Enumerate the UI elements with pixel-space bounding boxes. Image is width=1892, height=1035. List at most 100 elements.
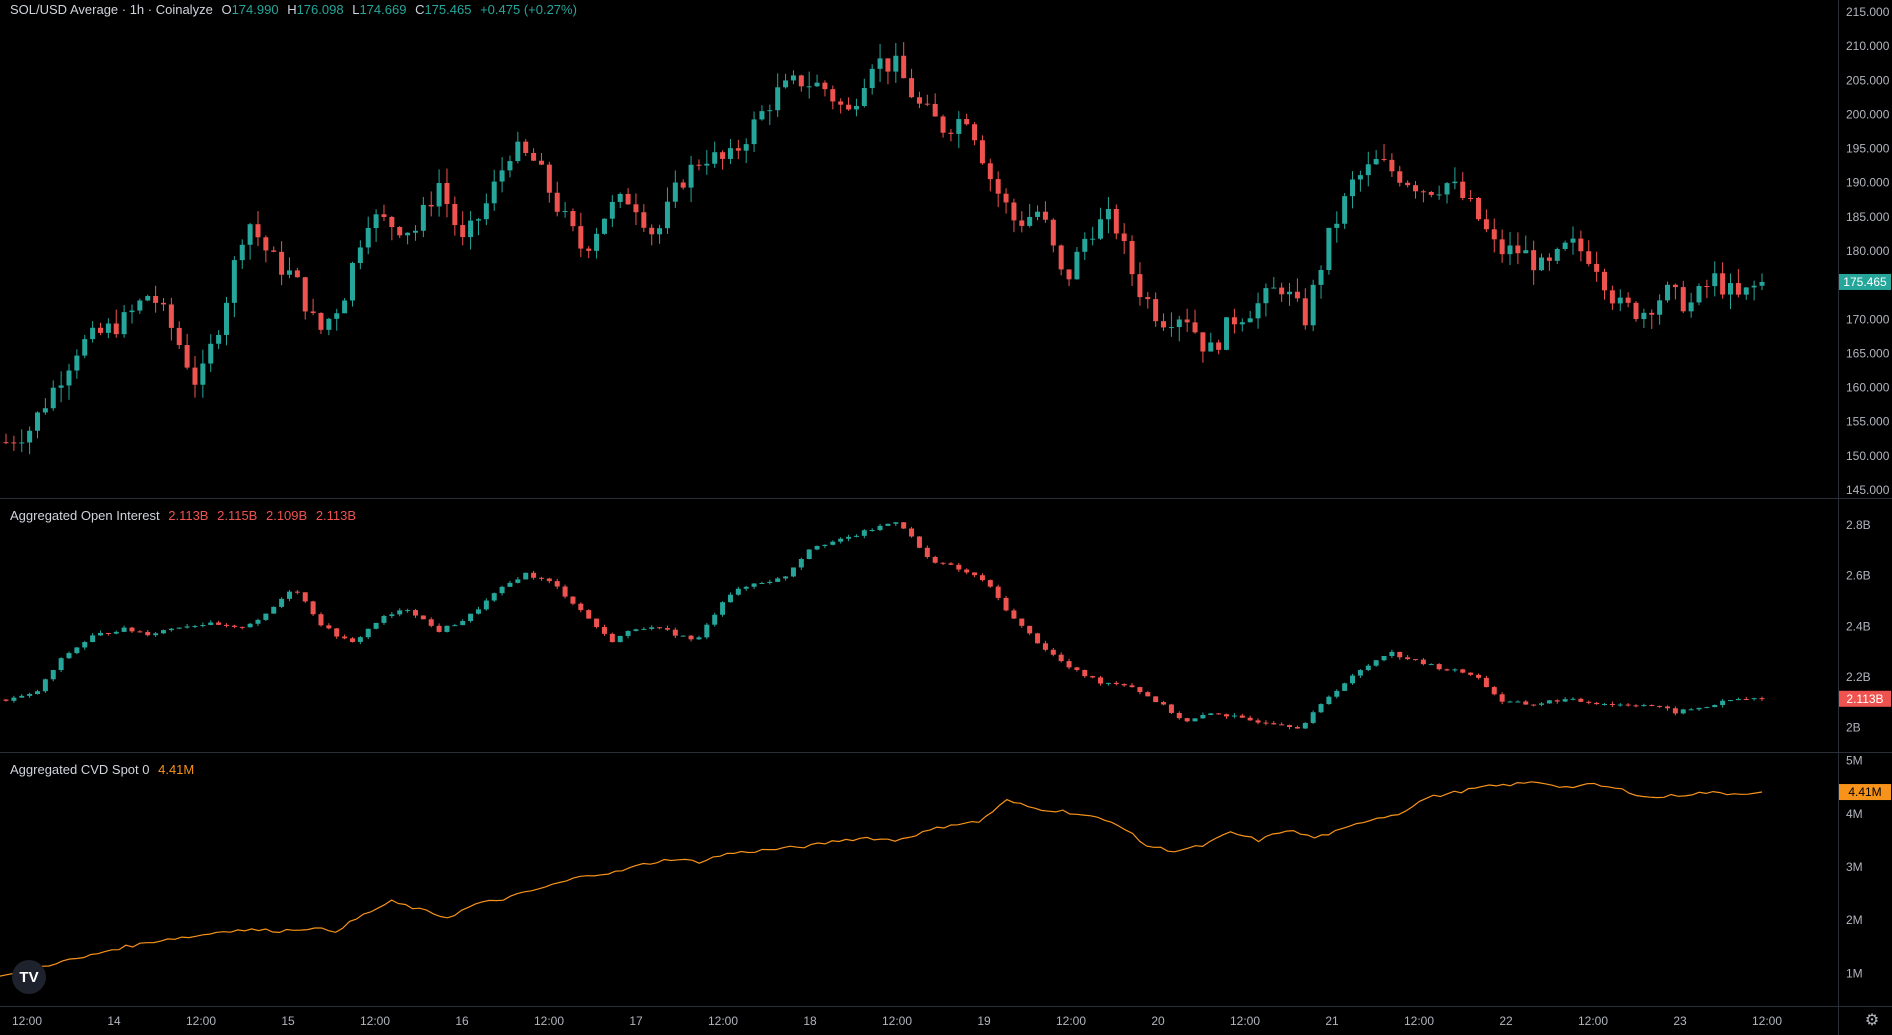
- candle-body: [979, 575, 985, 581]
- candle-body: [932, 557, 938, 563]
- candle-body: [1759, 281, 1765, 286]
- candle-body: [137, 300, 143, 311]
- candle-body: [507, 582, 513, 587]
- candle-body: [113, 323, 119, 335]
- oi-high: 2.115B: [217, 508, 258, 523]
- candle-body: [1546, 257, 1552, 261]
- candle-body: [302, 277, 308, 312]
- candle-body: [1570, 238, 1576, 243]
- candle-body: [1625, 704, 1631, 706]
- x-tick-label: 12:00: [1230, 1014, 1260, 1028]
- candle-body: [877, 525, 883, 531]
- candle-body: [633, 629, 639, 631]
- candle-body: [1397, 651, 1403, 658]
- candle-body: [1137, 274, 1143, 298]
- candle-body: [727, 594, 733, 603]
- candle-body: [680, 182, 686, 188]
- candle-body: [767, 581, 773, 583]
- candle-body: [1539, 257, 1545, 271]
- candle-body: [1617, 704, 1623, 706]
- candle-body: [1318, 270, 1324, 285]
- candle-body: [1019, 220, 1025, 226]
- high-value: 176.098: [296, 2, 344, 17]
- candle-body: [1058, 654, 1064, 662]
- candle-body: [1042, 211, 1048, 220]
- gear-icon[interactable]: ⚙: [1864, 1012, 1880, 1029]
- candle-body: [200, 363, 206, 385]
- candle-body: [822, 544, 828, 546]
- candle-body: [846, 104, 852, 110]
- candle-body: [1279, 724, 1285, 726]
- candle-body: [586, 248, 592, 251]
- cvd-series-line: [0, 781, 1763, 977]
- cvd-legend: Aggregated CVD Spot 0 4.41M: [10, 762, 199, 777]
- candle-body: [1058, 245, 1064, 270]
- x-tick-label: 19: [977, 1014, 991, 1028]
- candle-body: [712, 152, 718, 164]
- candle-body: [1546, 700, 1552, 704]
- candle-body: [1342, 196, 1348, 224]
- candle-body: [885, 523, 891, 526]
- candle-body: [1609, 703, 1615, 705]
- candle-body: [1720, 273, 1726, 295]
- candle-body: [964, 119, 970, 125]
- candle-body: [192, 626, 198, 628]
- candle-body: [570, 596, 576, 604]
- tradingview-logo[interactable]: TV: [12, 960, 46, 994]
- candle-body: [286, 270, 292, 275]
- candle-body: [1019, 618, 1025, 626]
- candle-body: [105, 632, 111, 634]
- candle-body: [1357, 670, 1363, 676]
- price-legend: SOL/USD Average · 1h · Coinalyze O174.99…: [10, 2, 582, 17]
- candle-body: [1176, 712, 1182, 719]
- candle-body: [129, 627, 135, 632]
- candle-body: [869, 68, 875, 89]
- candle-body: [1460, 669, 1466, 673]
- candle-body: [901, 55, 907, 79]
- candle-body: [279, 251, 285, 275]
- candle-body: [1318, 704, 1324, 713]
- candle-body: [1602, 271, 1608, 291]
- y-tick-label: 195.000: [1846, 142, 1890, 156]
- candle-body: [121, 627, 127, 632]
- candle-body: [1507, 701, 1513, 703]
- candle-body: [1247, 318, 1253, 323]
- candle-body: [1216, 713, 1222, 715]
- candle-body: [743, 586, 749, 589]
- candle-body: [1247, 717, 1253, 721]
- candle-body: [657, 228, 663, 235]
- candle-body: [1515, 701, 1521, 703]
- candle-body: [538, 160, 544, 165]
- candle-body: [546, 164, 552, 193]
- candle-body: [1499, 239, 1505, 255]
- candle-body: [1310, 712, 1316, 723]
- candle-body: [1704, 707, 1710, 709]
- candle-body: [1491, 687, 1497, 695]
- candle-body: [1476, 674, 1482, 678]
- x-tick-label: 17: [629, 1014, 643, 1028]
- candle-body: [1609, 290, 1615, 304]
- y-tick-label: 215.000: [1846, 5, 1890, 19]
- candle-body: [1586, 701, 1592, 703]
- candle-body: [1468, 197, 1474, 199]
- candle-body: [1129, 241, 1135, 275]
- candle-body: [381, 615, 387, 623]
- candle-body: [200, 625, 206, 627]
- candle-body: [814, 545, 820, 550]
- candle-body: [1365, 665, 1371, 671]
- candle-body: [145, 631, 151, 636]
- candle-body: [42, 408, 48, 413]
- candle-body: [562, 211, 568, 213]
- x-tick-label: 12:00: [186, 1014, 216, 1028]
- candle-body: [1649, 705, 1655, 707]
- candle-body: [27, 430, 33, 443]
- change-value: +0.475 (+0.27%): [480, 2, 577, 17]
- candle-body: [893, 55, 899, 72]
- candle-body: [1294, 727, 1300, 729]
- candle-body: [1420, 659, 1426, 665]
- candle-body: [727, 148, 733, 159]
- candle-body: [751, 119, 757, 145]
- candle-body: [830, 541, 836, 545]
- candle-body: [1294, 291, 1300, 299]
